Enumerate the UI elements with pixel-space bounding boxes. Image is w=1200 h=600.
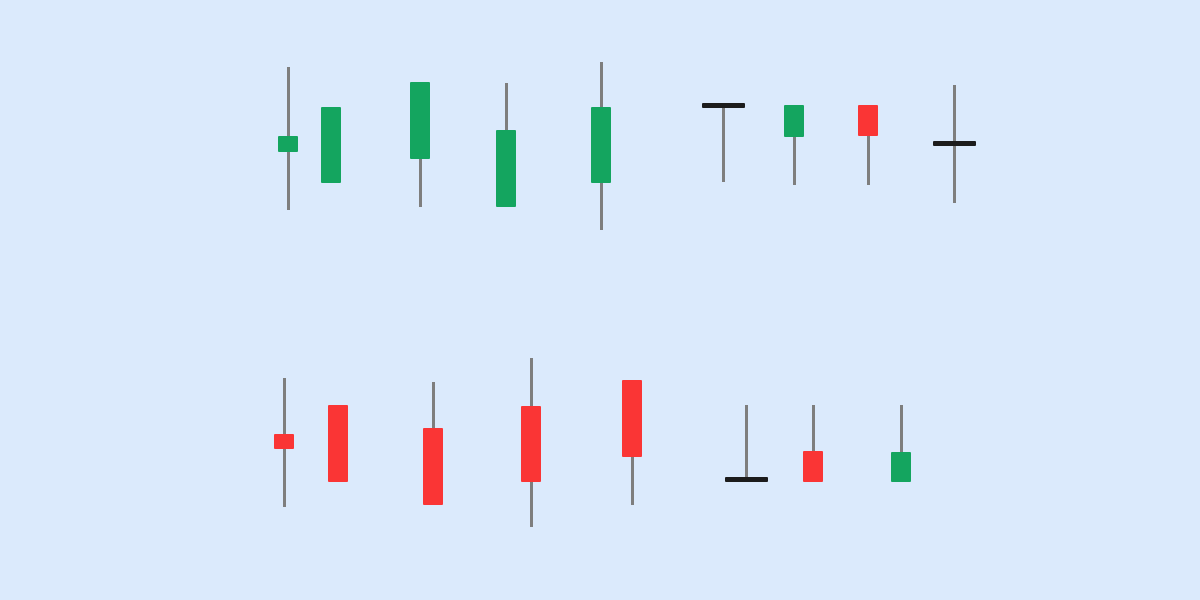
- dragonfly-doji-wick: [744, 405, 748, 481]
- bearish-hammer-body: [858, 105, 878, 136]
- bearish-opening-marubozu-body: [622, 380, 642, 457]
- long-bullish-candle-body: [591, 107, 611, 183]
- bearish-inverted-hammer-wick: [811, 405, 815, 482]
- bearish-marubozu-body: [328, 405, 348, 482]
- bullish-marubozu-body: [321, 107, 341, 183]
- bearish-closing-marubozu-body: [423, 428, 443, 505]
- dragonfly-doji-open-close-bar: [724, 477, 768, 482]
- bearish-inverted-hammer-body: [803, 451, 823, 482]
- bullish-spinning-top-body: [278, 136, 298, 152]
- gravestone-doji-open-close-bar: [701, 103, 745, 108]
- bullish-inverted-hammer-body: [891, 452, 911, 482]
- long-bearish-candle-body: [521, 406, 541, 482]
- long-legged-doji-open-close-bar: [932, 141, 976, 146]
- bullish-opening-marubozu-body: [496, 130, 516, 207]
- gravestone-doji-wick: [721, 104, 725, 182]
- bullish-hammer-wick: [792, 105, 796, 185]
- bullish-inverted-hammer-wick: [899, 405, 903, 482]
- bullish-closing-marubozu-body: [410, 82, 430, 159]
- bearish-spinning-top-body: [274, 434, 294, 449]
- bearish-hammer-wick: [866, 105, 870, 185]
- bullish-hammer-body: [784, 105, 804, 137]
